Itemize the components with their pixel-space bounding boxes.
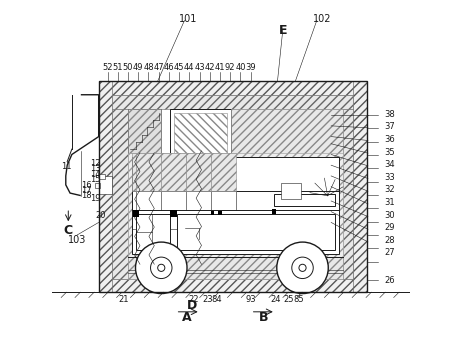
Text: 40: 40: [235, 63, 246, 72]
Bar: [174, 113, 227, 153]
Bar: [135, 214, 170, 250]
Text: 35: 35: [384, 148, 395, 157]
Bar: [133, 210, 139, 216]
Text: 19: 19: [90, 194, 100, 202]
Bar: [136, 153, 161, 191]
Text: 15: 15: [90, 175, 100, 184]
Bar: [211, 153, 237, 191]
Bar: [128, 257, 343, 279]
Bar: [99, 81, 112, 292]
Bar: [128, 109, 161, 153]
Bar: [281, 183, 301, 199]
Bar: [99, 279, 367, 292]
Circle shape: [292, 257, 313, 279]
Text: B: B: [258, 311, 268, 324]
Text: 30: 30: [384, 211, 395, 220]
Circle shape: [158, 264, 165, 271]
Text: 47: 47: [153, 63, 164, 72]
Text: 39: 39: [245, 63, 256, 72]
Text: 21: 21: [118, 295, 129, 304]
Text: 25: 25: [283, 295, 293, 304]
Text: 46: 46: [164, 63, 174, 72]
Text: 45: 45: [174, 63, 184, 72]
Text: E: E: [279, 24, 287, 37]
Bar: [274, 194, 335, 206]
Bar: [353, 81, 367, 292]
Text: 85: 85: [294, 295, 304, 304]
Text: 27: 27: [384, 248, 395, 257]
Text: 29: 29: [384, 223, 395, 232]
Circle shape: [299, 264, 306, 271]
Text: 16: 16: [81, 181, 91, 190]
Text: 14: 14: [90, 170, 100, 179]
Bar: [128, 153, 343, 257]
Circle shape: [277, 242, 328, 294]
Text: 22: 22: [188, 295, 199, 304]
Text: 52: 52: [103, 63, 113, 72]
Text: 44: 44: [184, 63, 195, 72]
Bar: [112, 95, 353, 109]
Text: 11: 11: [61, 163, 72, 172]
Bar: [219, 211, 222, 215]
Bar: [343, 109, 353, 279]
Text: A: A: [182, 311, 191, 324]
Text: 92: 92: [225, 63, 236, 72]
Circle shape: [135, 242, 187, 294]
Text: 38: 38: [384, 110, 395, 119]
Text: 93: 93: [245, 295, 256, 304]
Text: 17: 17: [81, 186, 91, 195]
Bar: [170, 109, 231, 156]
Text: 103: 103: [68, 235, 87, 245]
Text: 49: 49: [133, 63, 144, 72]
Text: 36: 36: [384, 135, 395, 144]
Bar: [272, 209, 276, 214]
Bar: [161, 153, 186, 191]
Text: 42: 42: [205, 63, 215, 72]
Bar: [112, 109, 128, 279]
Text: 23: 23: [202, 295, 213, 304]
Polygon shape: [66, 95, 99, 196]
Text: 13: 13: [90, 164, 100, 173]
Text: 20: 20: [95, 211, 106, 220]
Circle shape: [181, 126, 185, 130]
Text: 26: 26: [384, 276, 395, 285]
Text: 33: 33: [384, 173, 395, 182]
Text: 41: 41: [215, 63, 225, 72]
Text: 28: 28: [384, 236, 395, 245]
Text: 48: 48: [143, 63, 154, 72]
Text: 50: 50: [123, 63, 134, 72]
Bar: [95, 183, 100, 188]
Bar: [99, 176, 112, 194]
Bar: [170, 210, 176, 216]
Text: 31: 31: [384, 198, 395, 207]
Bar: [161, 153, 171, 279]
Bar: [99, 174, 105, 180]
Text: 37: 37: [384, 122, 395, 131]
Text: 102: 102: [313, 14, 331, 24]
Bar: [99, 81, 367, 292]
Text: C: C: [63, 224, 72, 237]
Bar: [132, 153, 136, 191]
Bar: [128, 109, 161, 153]
Bar: [186, 153, 211, 191]
Text: 101: 101: [179, 14, 197, 24]
Text: 51: 51: [113, 63, 123, 72]
Bar: [99, 81, 367, 95]
Text: 18: 18: [81, 191, 91, 200]
Bar: [231, 109, 343, 156]
Text: 24: 24: [270, 295, 281, 304]
Text: D: D: [187, 299, 197, 312]
Text: 12: 12: [90, 159, 100, 168]
Text: 84: 84: [212, 295, 222, 304]
Text: 43: 43: [194, 63, 205, 72]
Bar: [211, 211, 214, 215]
Circle shape: [151, 257, 172, 279]
Bar: [177, 214, 335, 250]
Text: 34: 34: [384, 160, 395, 169]
Text: 32: 32: [384, 185, 395, 195]
Bar: [132, 157, 339, 253]
